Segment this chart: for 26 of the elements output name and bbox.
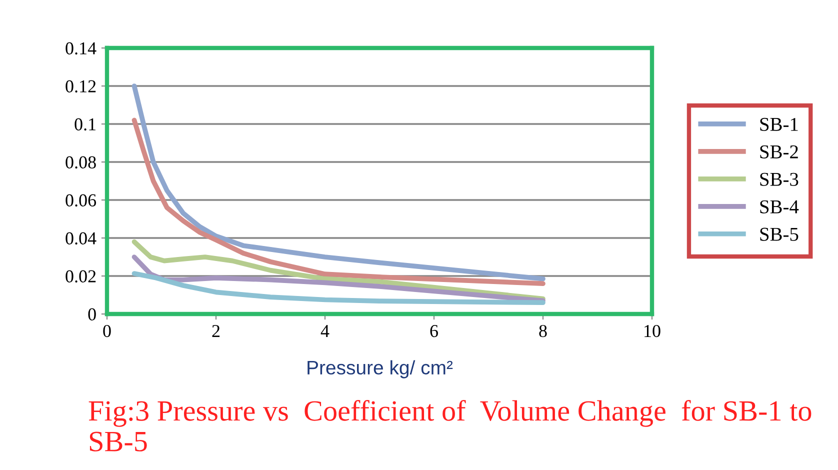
legend-label: SB-2 (760, 145, 798, 158)
legend-label: SB-1 (760, 118, 798, 131)
x-axis-title: Pressure kg/ cm² (308, 360, 453, 378)
x-tick-label: 10 (644, 324, 660, 338)
legend-label: SB-5 (760, 228, 798, 241)
y-tick-label: 0.1 (74, 118, 96, 131)
legend-label: SB-3 (760, 172, 798, 186)
line-series (132, 118, 546, 286)
y-tick-label: 0.04 (66, 232, 96, 245)
text: Fig:3 Pressure vs Coefficient of Volume Change for SB-1 to SB-5 (88, 400, 812, 452)
legend-label: SB-4 (760, 200, 799, 214)
y-tick-label: 0.02 (66, 270, 96, 283)
y-tick-label: 0.06 (66, 194, 96, 207)
line-series (132, 239, 546, 302)
x-tick-label: 4 (320, 325, 330, 337)
line-series (132, 254, 546, 304)
x-tick-label: 6 (430, 324, 438, 338)
x-tick-label: 8 (539, 324, 547, 338)
line-series (132, 271, 546, 306)
line-series (132, 84, 546, 282)
y-tick-label: 0 (88, 308, 96, 320)
x-tick-label: 0 (103, 324, 111, 338)
x-tick-label: 2 (212, 324, 220, 337)
y-tick-label: 0.12 (66, 80, 96, 93)
y-tick-label: 0.08 (66, 156, 96, 169)
y-tick-label: 0.14 (66, 42, 96, 55)
